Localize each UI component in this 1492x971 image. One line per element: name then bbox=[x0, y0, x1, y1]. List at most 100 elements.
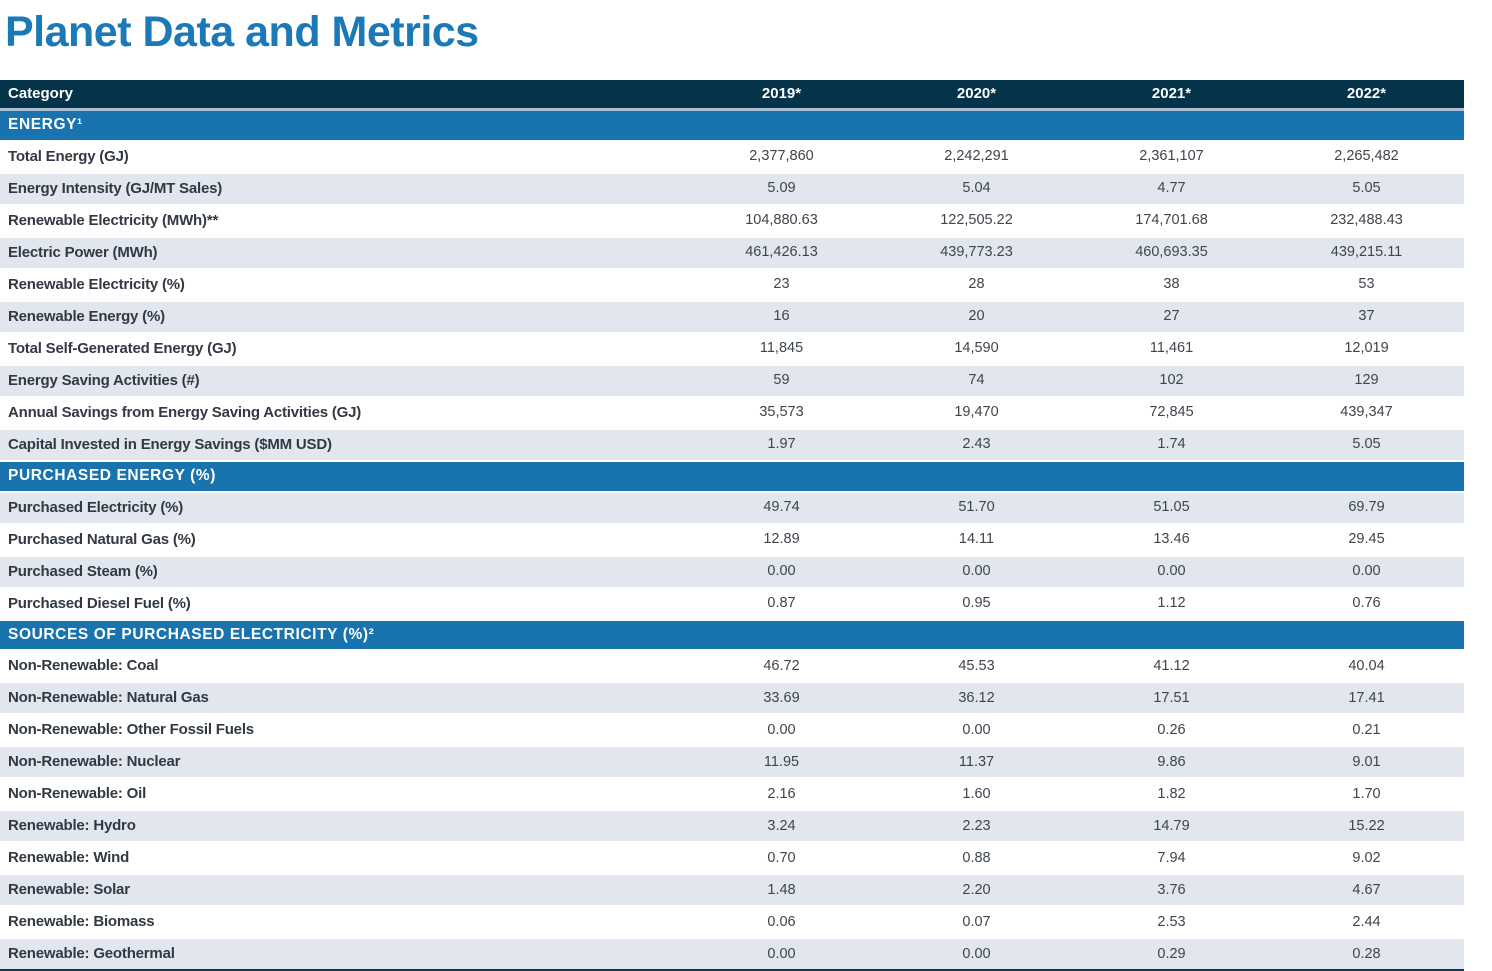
table-row: Energy Intensity (GJ/MT Sales) 5.09 5.04 4.… bbox=[0, 173, 1464, 206]
row-value: 102 bbox=[1159, 372, 1184, 389]
table-row: Non-Renewable: Natural Gas 33.69 36.12 17.5… bbox=[0, 682, 1464, 715]
row-label: Renewable: Solar bbox=[8, 881, 130, 899]
row-label: Energy Saving Activities (#) bbox=[8, 372, 200, 390]
row-label: Energy Intensity (GJ/MT Sales) bbox=[8, 180, 223, 198]
row-value: 0.00 bbox=[767, 562, 796, 579]
row-value: 2.16 bbox=[767, 785, 796, 802]
row-value: 13.46 bbox=[1153, 530, 1190, 547]
row-value: 0.28 bbox=[1352, 945, 1381, 962]
row-value: 1.74 bbox=[1157, 436, 1186, 453]
table-row: Electric Power (MWh) 461,426.13 439,773.23… bbox=[0, 237, 1464, 270]
row-value: 23 bbox=[773, 276, 790, 293]
row-value: 9.02 bbox=[1352, 849, 1381, 866]
row-value: 5.05 bbox=[1352, 436, 1381, 453]
row-value: 51.05 bbox=[1153, 498, 1190, 515]
row-value: 2.20 bbox=[962, 881, 991, 898]
row-value: 49.74 bbox=[763, 498, 800, 515]
row-value: 104,880.63 bbox=[745, 212, 818, 229]
row-value: 4.77 bbox=[1157, 180, 1186, 197]
table-row: Purchased Diesel Fuel (%) 0.87 0.95 1.12 0.7… bbox=[0, 587, 1464, 620]
row-value: 14.11 bbox=[958, 530, 995, 547]
row-value: 0.29 bbox=[1157, 945, 1186, 962]
row-value: 0.87 bbox=[767, 594, 796, 611]
row-value: 439,347 bbox=[1340, 404, 1393, 421]
table-row: Annual Savings from Energy Saving Activi… bbox=[0, 397, 1464, 430]
row-value: 0.00 bbox=[962, 945, 991, 962]
row-value: 0.88 bbox=[962, 849, 991, 866]
table-row: Purchased Electricity (%) 49.74 51.70 51.05… bbox=[0, 491, 1464, 524]
row-label: Non-Renewable: Oil bbox=[8, 785, 147, 803]
table-row: Purchased Natural Gas (%) 12.89 14.11 13.46… bbox=[0, 523, 1464, 556]
row-value: 0.07 bbox=[962, 913, 991, 930]
row-value: 0.76 bbox=[1352, 594, 1381, 611]
row-value: 11,845 bbox=[759, 340, 804, 357]
row-value: 20 bbox=[968, 308, 985, 325]
table-row: Capital Invested in Energy Savings ($MM … bbox=[0, 429, 1464, 462]
row-value: 2.43 bbox=[962, 436, 991, 453]
row-value: 72,845 bbox=[1149, 404, 1194, 421]
table-row: Renewable Electricity (MWh)** 104,880.63 1… bbox=[0, 205, 1464, 238]
row-value: 2,242,291 bbox=[944, 148, 1009, 165]
row-value: 37 bbox=[1358, 308, 1375, 325]
row-label: Non-Renewable: Natural Gas bbox=[8, 689, 209, 707]
table-row: Non-Renewable: Nuclear 11.95 11.37 9.86 9.01 bbox=[0, 746, 1464, 779]
row-value: 53 bbox=[1358, 276, 1375, 293]
table-row: Non-Renewable: Oil 2.16 1.60 1.82 1.70 bbox=[0, 778, 1464, 811]
row-value: 1.70 bbox=[1352, 785, 1381, 802]
row-value: 12,019 bbox=[1344, 340, 1389, 357]
table-row: Renewable: Hydro 3.24 2.23 14.79 15.22 bbox=[0, 810, 1464, 843]
row-value: 0.70 bbox=[767, 849, 796, 866]
row-value: 38 bbox=[1163, 276, 1180, 293]
table-row: Total Energy (GJ) 2,377,860 2,242,291 2,361… bbox=[0, 141, 1464, 174]
row-value: 0.00 bbox=[767, 945, 796, 962]
row-label: Non-Renewable: Coal bbox=[8, 657, 159, 675]
table-row: Renewable: Geothermal 0.00 0.00 0.29 0.28 bbox=[0, 938, 1464, 971]
row-value: 69.79 bbox=[1348, 498, 1385, 515]
row-label: Renewable: Wind bbox=[8, 849, 130, 867]
row-value: 5.04 bbox=[962, 180, 991, 197]
row-label: Renewable Electricity (%) bbox=[8, 276, 185, 294]
row-value: 439,215.11 bbox=[1330, 244, 1403, 261]
row-value: 461,426.13 bbox=[745, 244, 818, 261]
page-title: Planet Data and Metrics bbox=[5, 8, 479, 56]
row-value: 12.89 bbox=[763, 530, 800, 547]
row-value: 45.53 bbox=[958, 657, 995, 674]
table-row: Total Self-Generated Energy (GJ) 11,845 14… bbox=[0, 333, 1464, 366]
row-value: 9.86 bbox=[1157, 753, 1186, 770]
row-value: 11,461 bbox=[1149, 340, 1194, 357]
row-value: 14,590 bbox=[954, 340, 999, 357]
row-value: 129 bbox=[1354, 372, 1379, 389]
row-value: 46.72 bbox=[763, 657, 800, 674]
row-value: 1.82 bbox=[1157, 785, 1186, 802]
row-value: 174,701.68 bbox=[1135, 212, 1208, 229]
row-value: 122,505.22 bbox=[940, 212, 1013, 229]
row-value: 59 bbox=[773, 372, 790, 389]
row-value: 1.97 bbox=[767, 436, 796, 453]
row-value: 5.05 bbox=[1352, 180, 1381, 197]
row-label: Renewable Energy (%) bbox=[8, 308, 165, 326]
row-label: Non-Renewable: Nuclear bbox=[8, 753, 181, 771]
table-row: Renewable Energy (%) 16 20 27 37 bbox=[0, 301, 1464, 334]
table-row: Renewable: Solar 1.48 2.20 3.76 4.67 bbox=[0, 874, 1464, 907]
row-value: 0.95 bbox=[962, 594, 991, 611]
row-value: 0.21 bbox=[1352, 721, 1381, 738]
row-label: Total Self-Generated Energy (GJ) bbox=[8, 340, 237, 358]
row-value: 0.00 bbox=[962, 562, 991, 579]
row-label: Renewable: Hydro bbox=[8, 817, 136, 835]
table-row: Renewable: Wind 0.70 0.88 7.94 9.02 bbox=[0, 842, 1464, 875]
row-value: 232,488.43 bbox=[1330, 212, 1403, 229]
row-label: Annual Savings from Energy Saving Activi… bbox=[8, 404, 362, 422]
row-value: 1.48 bbox=[767, 881, 796, 898]
column-header-2022: 2022* bbox=[1269, 80, 1464, 112]
section-header-row: ENERGY¹ bbox=[0, 109, 1464, 142]
row-value: 1.12 bbox=[1157, 594, 1186, 611]
row-value: 40.04 bbox=[1348, 657, 1385, 674]
column-header-2019: 2019* bbox=[684, 80, 879, 112]
table-row: Purchased Steam (%) 0.00 0.00 0.00 0.00 bbox=[0, 555, 1464, 588]
row-value: 11.95 bbox=[763, 753, 800, 770]
row-value: 2.23 bbox=[962, 817, 991, 834]
row-value: 28 bbox=[968, 276, 985, 293]
row-value: 17.41 bbox=[1348, 689, 1385, 706]
row-value: 41.12 bbox=[1153, 657, 1190, 674]
